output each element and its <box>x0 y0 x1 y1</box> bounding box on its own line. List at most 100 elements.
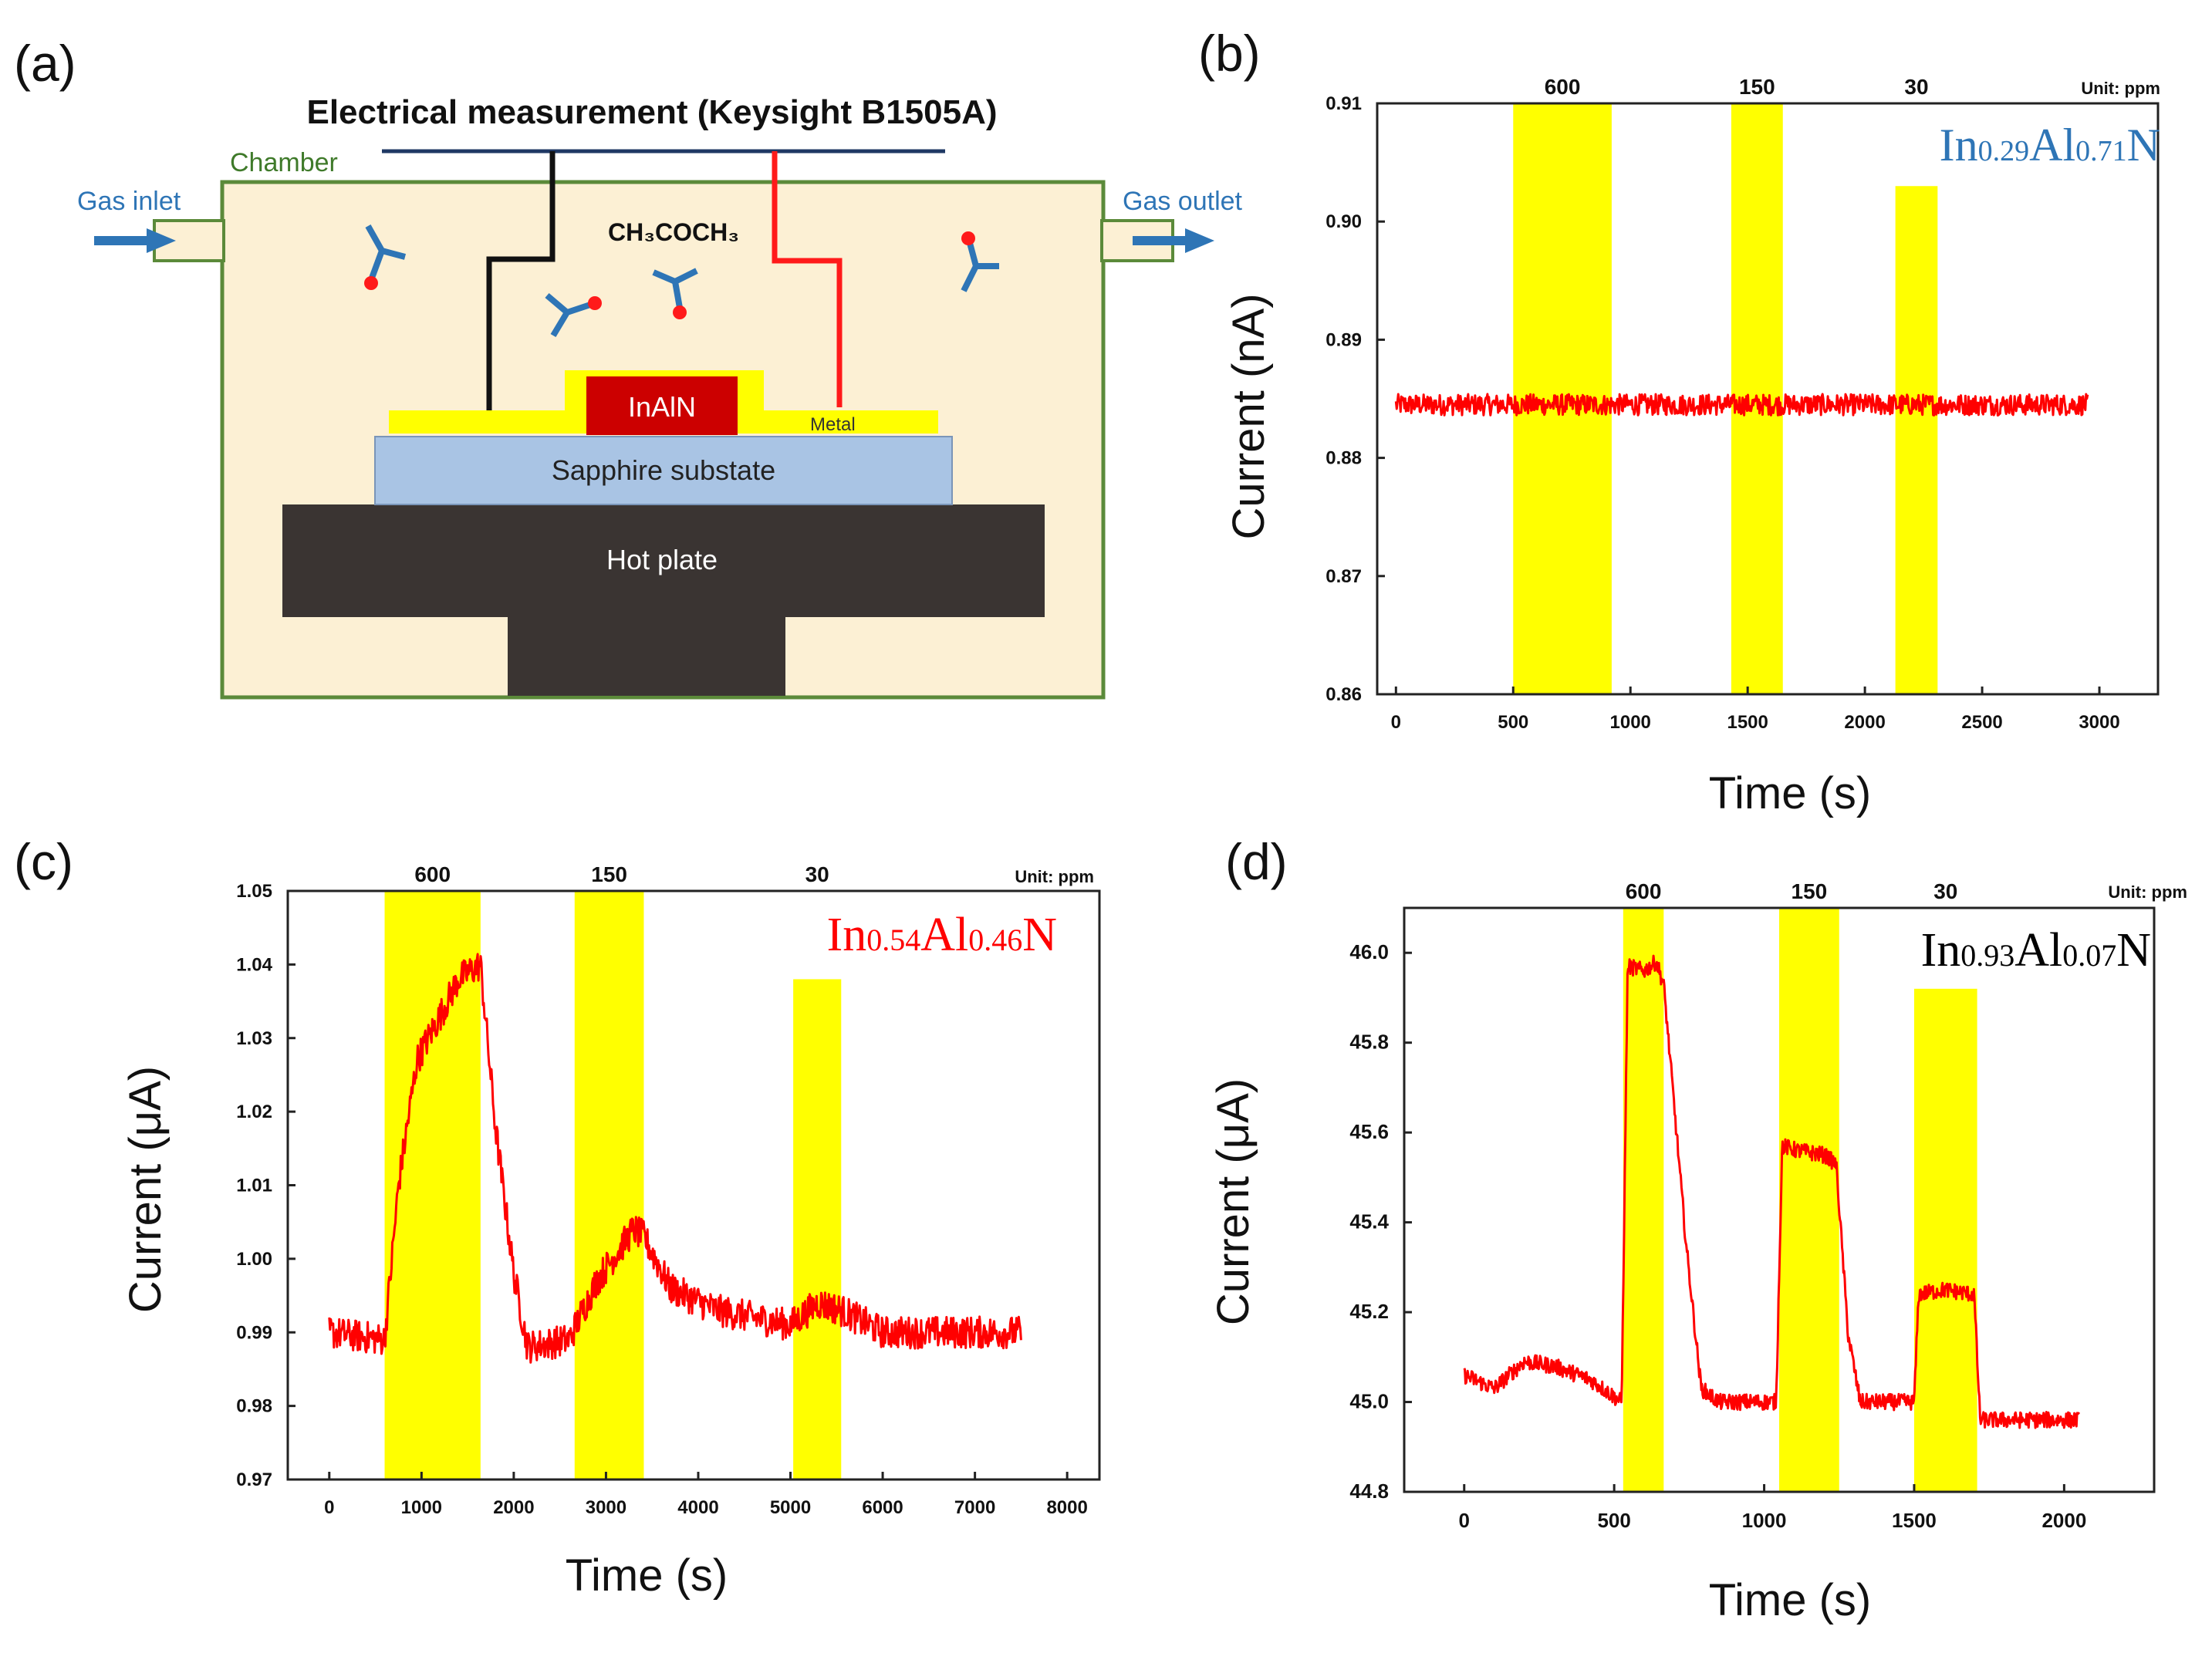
current-series-line <box>1463 954 2081 1429</box>
y-tick-label: 45.6 <box>1349 1120 1389 1143</box>
x-tick-label: 1000 <box>401 1497 442 1518</box>
y-tick-label: 0.97 <box>236 1469 272 1490</box>
x-axis: 0 500 1000 1500 2000 2500 3000 <box>1391 687 2120 733</box>
x-tick-label: 500 <box>1498 712 1528 733</box>
y-tick-label: 0.98 <box>236 1396 272 1417</box>
concentration-label: 30 <box>1933 879 1957 903</box>
y-tick-label: 1.05 <box>236 881 272 902</box>
y-tick-label: 44.8 <box>1349 1479 1389 1503</box>
hot-plate-label: Hot plate <box>606 544 718 575</box>
concentration-labels: 600 150 30 <box>1545 75 1929 99</box>
concentration-labels: 600 150 30 <box>414 862 829 886</box>
x-axis: 0 500 1000 1500 2000 <box>1459 1484 2086 1532</box>
exposure-band <box>574 891 644 1479</box>
y-axis: 44.8 45.0 45.2 45.4 45.6 45.8 46.0 <box>1349 940 1412 1503</box>
instrument-label: Electrical measurement (Keysight B1505A) <box>306 93 997 131</box>
y-tick-label: 0.90 <box>1326 211 1362 232</box>
x-tick-label: 0 <box>324 1497 334 1518</box>
panel-b-label: (b) <box>1198 25 1261 82</box>
panel-c: (c) 0 1000 2000 3000 4000 5000 6000 7000 8000 0.… <box>14 833 1101 1601</box>
concentration-label: 600 <box>414 862 451 886</box>
y-tick-label: 0.99 <box>236 1322 272 1343</box>
y-tick-label: 1.02 <box>236 1102 272 1122</box>
material-element-n: N <box>1022 909 1057 961</box>
x-tick-label: 2000 <box>1844 712 1885 733</box>
concentration-label: 150 <box>591 862 627 886</box>
acetone-molecule-icon <box>545 292 602 338</box>
y-axis: 0.97 0.98 0.99 1.00 1.01 1.02 1.03 1.04 1.05 <box>236 881 295 1490</box>
y-tick-label: 0.86 <box>1326 684 1362 705</box>
x-axis: 0 1000 2000 3000 4000 5000 6000 7000 8000 <box>324 1472 1088 1518</box>
y-tick-label: 45.4 <box>1349 1210 1389 1233</box>
material-label: In0.29Al0.71N <box>1940 120 2160 170</box>
x-tick-label: 1000 <box>1610 712 1651 733</box>
x-tick-label: 5000 <box>770 1497 811 1518</box>
panel-d-label: (d) <box>1225 833 1288 890</box>
concentration-label: 600 <box>1626 879 1662 903</box>
y-tick-label: 1.00 <box>236 1249 272 1270</box>
current-series-line <box>328 953 1022 1364</box>
y-tick-label: 45.2 <box>1349 1300 1389 1323</box>
current-trace <box>328 953 1022 1364</box>
material-subscript-al: 0.71 <box>2075 135 2127 167</box>
material-element-n: N <box>2127 120 2160 170</box>
outlet-arrow-icon <box>1133 228 1214 253</box>
chamber-label: Chamber <box>230 148 338 177</box>
x-tick-label: 3000 <box>2079 712 2119 733</box>
material-subscript-al: 0.46 <box>968 923 1022 957</box>
y-tick-label: 1.01 <box>236 1176 272 1196</box>
material-element-al: Al <box>2014 924 2062 977</box>
y-axis-label: Current (nA) <box>1224 293 1274 539</box>
material-label: In0.54Al0.46N <box>827 909 1057 961</box>
x-tick-label: 0 <box>1459 1509 1470 1532</box>
material-subscript-al: 0.07 <box>2062 938 2116 973</box>
material-subscript-in: 0.54 <box>866 923 920 957</box>
y-tick-label: 45.0 <box>1349 1390 1389 1413</box>
current-trace <box>1463 954 2081 1429</box>
acetone-molecule-icon <box>961 231 999 292</box>
material-element-in: In <box>1940 120 1978 170</box>
material-subscript-in: 0.29 <box>1978 135 2030 167</box>
acetone-molecule-icon <box>652 268 698 319</box>
unit-note: Unit: ppm <box>1015 867 1094 886</box>
panel-a-label: (a) <box>14 35 76 92</box>
x-tick-label: 6000 <box>862 1497 903 1518</box>
y-axis: 0.86 0.87 0.88 0.89 0.90 0.91 <box>1326 93 1385 705</box>
exposure-band <box>1779 908 1839 1492</box>
inlet-arrow-icon <box>94 228 176 253</box>
x-tick-label: 1000 <box>1742 1509 1787 1532</box>
y-tick-label: 0.88 <box>1326 448 1362 469</box>
x-tick-label: 1500 <box>1727 712 1768 733</box>
exposure-bands <box>1623 908 1977 1492</box>
gas-inlet-label: Gas inlet <box>77 187 181 216</box>
panel-d: (d) 0 500 1000 1500 2000 44.8 45.0 45.2 45.4 45.… <box>1208 833 2187 1625</box>
x-tick-label: 1500 <box>1892 1509 1937 1532</box>
y-tick-label: 0.91 <box>1326 93 1362 114</box>
x-tick-label: 2500 <box>1961 712 2002 733</box>
material-label: In0.93Al0.07N <box>1921 924 2151 977</box>
concentration-label: 30 <box>805 862 829 886</box>
x-tick-label: 7000 <box>954 1497 995 1518</box>
concentration-label: 30 <box>1904 75 1928 99</box>
acetone-molecule-icon <box>364 224 407 290</box>
sensor-label: InAlN <box>628 391 696 423</box>
inaln-sensor <box>586 376 738 435</box>
hot-plate-stem <box>508 614 785 696</box>
exposure-band <box>793 979 842 1479</box>
material-element-in: In <box>827 909 867 961</box>
unit-note: Unit: ppm <box>2108 882 2187 902</box>
material-element-al: Al <box>920 909 968 961</box>
x-tick-label: 4000 <box>677 1497 718 1518</box>
y-tick-label: 46.0 <box>1349 940 1389 963</box>
x-tick-label: 500 <box>1597 1509 1630 1532</box>
x-tick-label: 3000 <box>586 1497 626 1518</box>
y-tick-label: 45.8 <box>1349 1031 1389 1054</box>
y-tick-label: 0.87 <box>1326 566 1362 587</box>
y-tick-label: 1.04 <box>236 954 272 975</box>
plot-frame <box>1403 906 2156 1493</box>
exposure-band <box>1623 908 1664 1492</box>
molecule-formula: CH₃COCH₃ <box>608 218 739 246</box>
x-tick-label: 2000 <box>493 1497 534 1518</box>
x-tick-label: 8000 <box>1046 1497 1087 1518</box>
